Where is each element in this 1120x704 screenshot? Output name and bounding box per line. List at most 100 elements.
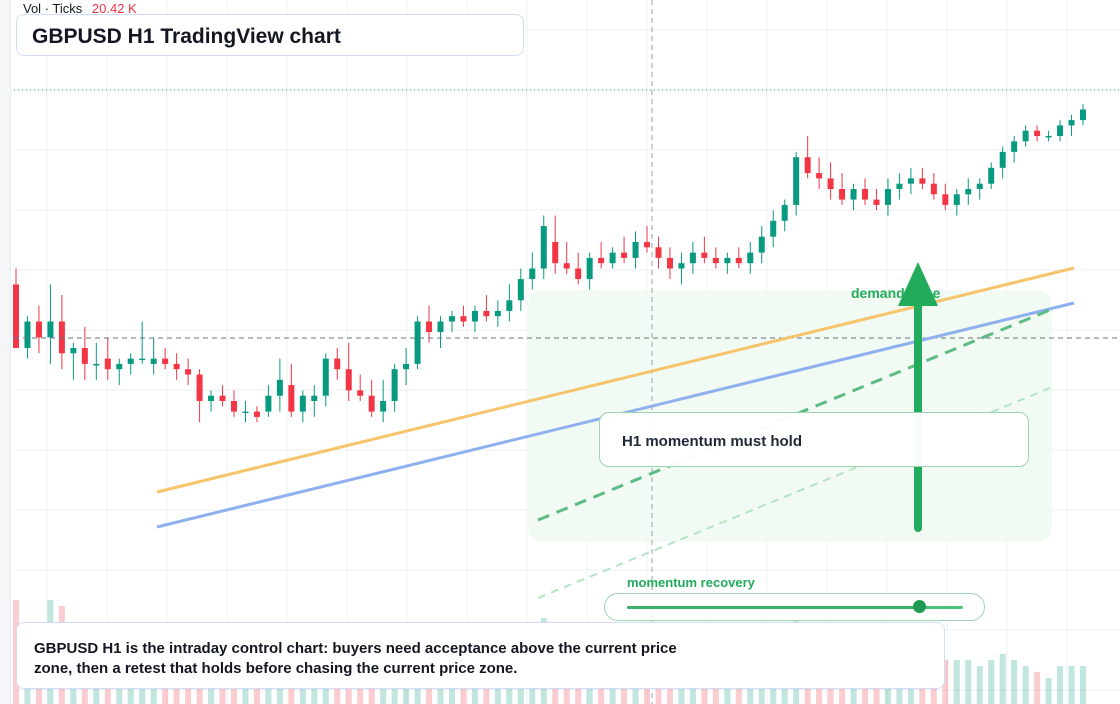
candle — [758, 226, 765, 264]
candle — [173, 353, 180, 380]
candle — [804, 136, 811, 179]
slider-handle[interactable] — [912, 600, 926, 613]
candle — [448, 310, 455, 333]
candle — [793, 151, 800, 216]
candle — [414, 316, 421, 370]
candle — [552, 215, 559, 274]
volume-bar — [1057, 666, 1064, 704]
candle — [827, 162, 834, 200]
candle — [58, 295, 65, 370]
candle — [770, 210, 777, 248]
candle — [1034, 125, 1041, 142]
candle — [437, 316, 444, 348]
candle — [471, 305, 478, 333]
candle — [655, 236, 662, 269]
candle — [1011, 136, 1018, 163]
candle — [24, 316, 31, 359]
candle — [1022, 125, 1029, 147]
candle — [1080, 104, 1086, 126]
candle — [219, 385, 226, 407]
candle — [196, 369, 203, 423]
momentum-callout: H1 momentum must hold — [599, 412, 1029, 467]
volume-bar — [976, 666, 983, 704]
candle — [517, 268, 524, 311]
up-arrow-head — [898, 262, 938, 306]
candle — [276, 358, 283, 412]
candle — [506, 284, 513, 322]
caption-box: GBPUSD H1 is the intraday control chart:… — [16, 622, 945, 689]
candle — [391, 363, 398, 412]
projection-dashed — [537, 308, 1051, 522]
candle — [35, 305, 42, 354]
candle — [1057, 120, 1064, 142]
volume-legend: Vol · Ticks 20.42 K — [23, 1, 137, 16]
volume-bar — [988, 660, 995, 704]
vol-value: 20.42 K — [91, 1, 137, 16]
candle — [1068, 114, 1075, 136]
volume-bar — [1068, 666, 1075, 704]
candle — [345, 342, 352, 401]
candle — [839, 173, 846, 205]
candle — [563, 242, 570, 274]
volume-bar — [1022, 666, 1029, 704]
volume-bar — [953, 660, 960, 704]
candle — [529, 252, 536, 290]
ticks-label: Ticks — [52, 1, 83, 16]
demand-zone-label: demand zone — [851, 285, 941, 301]
candle — [288, 363, 295, 417]
candle — [13, 268, 19, 348]
candle — [689, 242, 696, 274]
candle — [104, 337, 111, 380]
candle — [299, 390, 306, 423]
candle — [724, 252, 731, 274]
candle — [884, 178, 891, 216]
candle — [380, 379, 387, 423]
candle — [644, 226, 651, 253]
candle — [850, 183, 857, 211]
momentum-slider[interactable] — [604, 593, 985, 621]
candle — [816, 157, 823, 189]
candle — [701, 236, 708, 264]
volume-bar — [942, 660, 949, 704]
candle — [988, 162, 995, 189]
candle — [162, 348, 169, 370]
volume-bar — [965, 660, 972, 704]
chart-left-edge — [0, 0, 11, 704]
chart-title: GBPUSD H1 TradingView chart — [32, 25, 341, 48]
candle — [368, 379, 375, 417]
candle — [873, 189, 880, 211]
candle — [403, 348, 410, 386]
candle — [1045, 130, 1052, 142]
candle — [781, 199, 788, 232]
candle — [976, 178, 983, 200]
candle — [930, 173, 937, 200]
candle — [907, 167, 914, 195]
candle — [357, 374, 364, 401]
candle — [311, 385, 318, 417]
caption-text: GBPUSD H1 is the intraday control chart:… — [34, 640, 677, 677]
candle — [127, 353, 134, 375]
volume-bar — [1045, 678, 1052, 704]
candle — [678, 252, 685, 285]
volume-bar — [1011, 660, 1018, 704]
candle — [666, 247, 673, 280]
candle — [460, 305, 467, 327]
candle — [265, 385, 272, 417]
candle — [712, 247, 719, 269]
candle — [322, 353, 329, 407]
candle — [426, 305, 433, 343]
candle — [185, 358, 192, 386]
candle — [747, 242, 754, 274]
candle — [334, 348, 341, 380]
candle — [586, 252, 593, 290]
volume-bar — [1080, 666, 1086, 704]
callout-text: H1 momentum must hold — [622, 433, 803, 450]
candle — [116, 358, 123, 386]
volume-bar — [999, 654, 1006, 704]
candle — [483, 295, 490, 322]
candle — [609, 247, 616, 269]
slider-track[interactable] — [627, 606, 963, 609]
volume-bar — [1034, 672, 1041, 704]
chart-title-box: GBPUSD H1 TradingView chart — [16, 14, 524, 56]
